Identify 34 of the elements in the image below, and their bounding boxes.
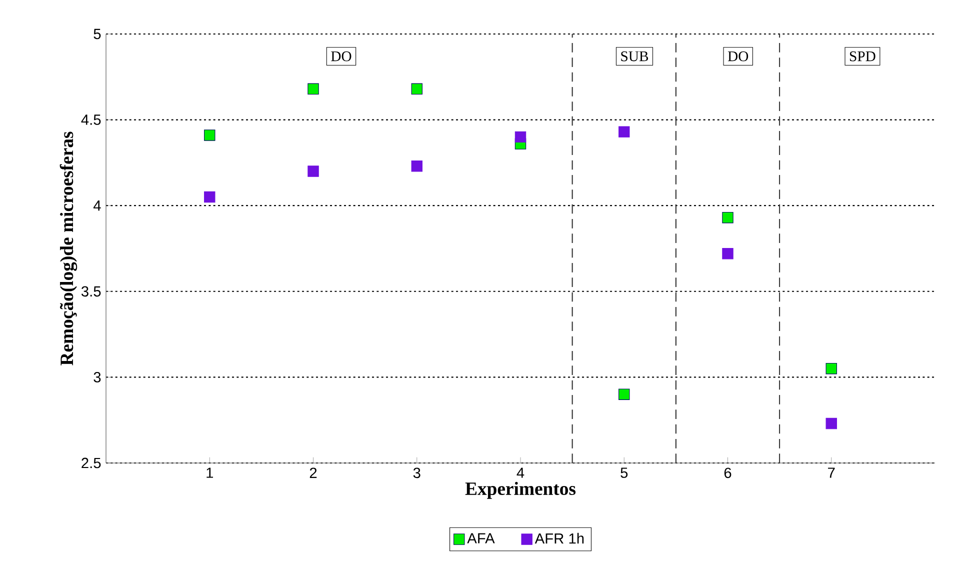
- point: [722, 248, 734, 260]
- annotation: SPD: [850, 51, 876, 62]
- point: [204, 130, 216, 141]
- y-tick-label: 3: [94, 372, 101, 382]
- y-tick-label: 5: [94, 28, 101, 40]
- x-tick-label: 2: [310, 468, 317, 478]
- y-tick-label: 2.5: [82, 458, 101, 468]
- annotation: SUB: [621, 51, 648, 62]
- point: [308, 83, 319, 95]
- x-tick-label: 4: [516, 468, 524, 478]
- x-tick-label: 6: [724, 468, 732, 478]
- y-tick-label: 4.5: [81, 114, 101, 125]
- point: [411, 160, 422, 172]
- x-tick-label: 1: [206, 468, 213, 478]
- y-tick-label: 3.5: [81, 286, 101, 297]
- x-axis-title: Experimentos: [465, 482, 576, 499]
- x-tick-label: 5: [620, 468, 628, 478]
- point: [826, 418, 837, 430]
- y-tick-label: 4: [93, 200, 101, 211]
- point: [618, 126, 630, 138]
- point: [826, 363, 837, 374]
- point: [722, 212, 734, 224]
- point: [411, 83, 422, 95]
- point: [204, 191, 216, 203]
- x-tick-label: 3: [413, 468, 420, 478]
- annotation: DO: [728, 51, 748, 62]
- legend-label: AFR 1h: [534, 532, 584, 544]
- annotation: DO: [331, 51, 352, 62]
- point: [308, 166, 319, 177]
- point: [514, 131, 526, 143]
- point: [618, 388, 630, 400]
- y-axis-title: Remoção(log)de microesferas: [60, 132, 78, 366]
- x-tick-label: 7: [828, 468, 835, 478]
- legend-label: AFA: [467, 533, 495, 544]
